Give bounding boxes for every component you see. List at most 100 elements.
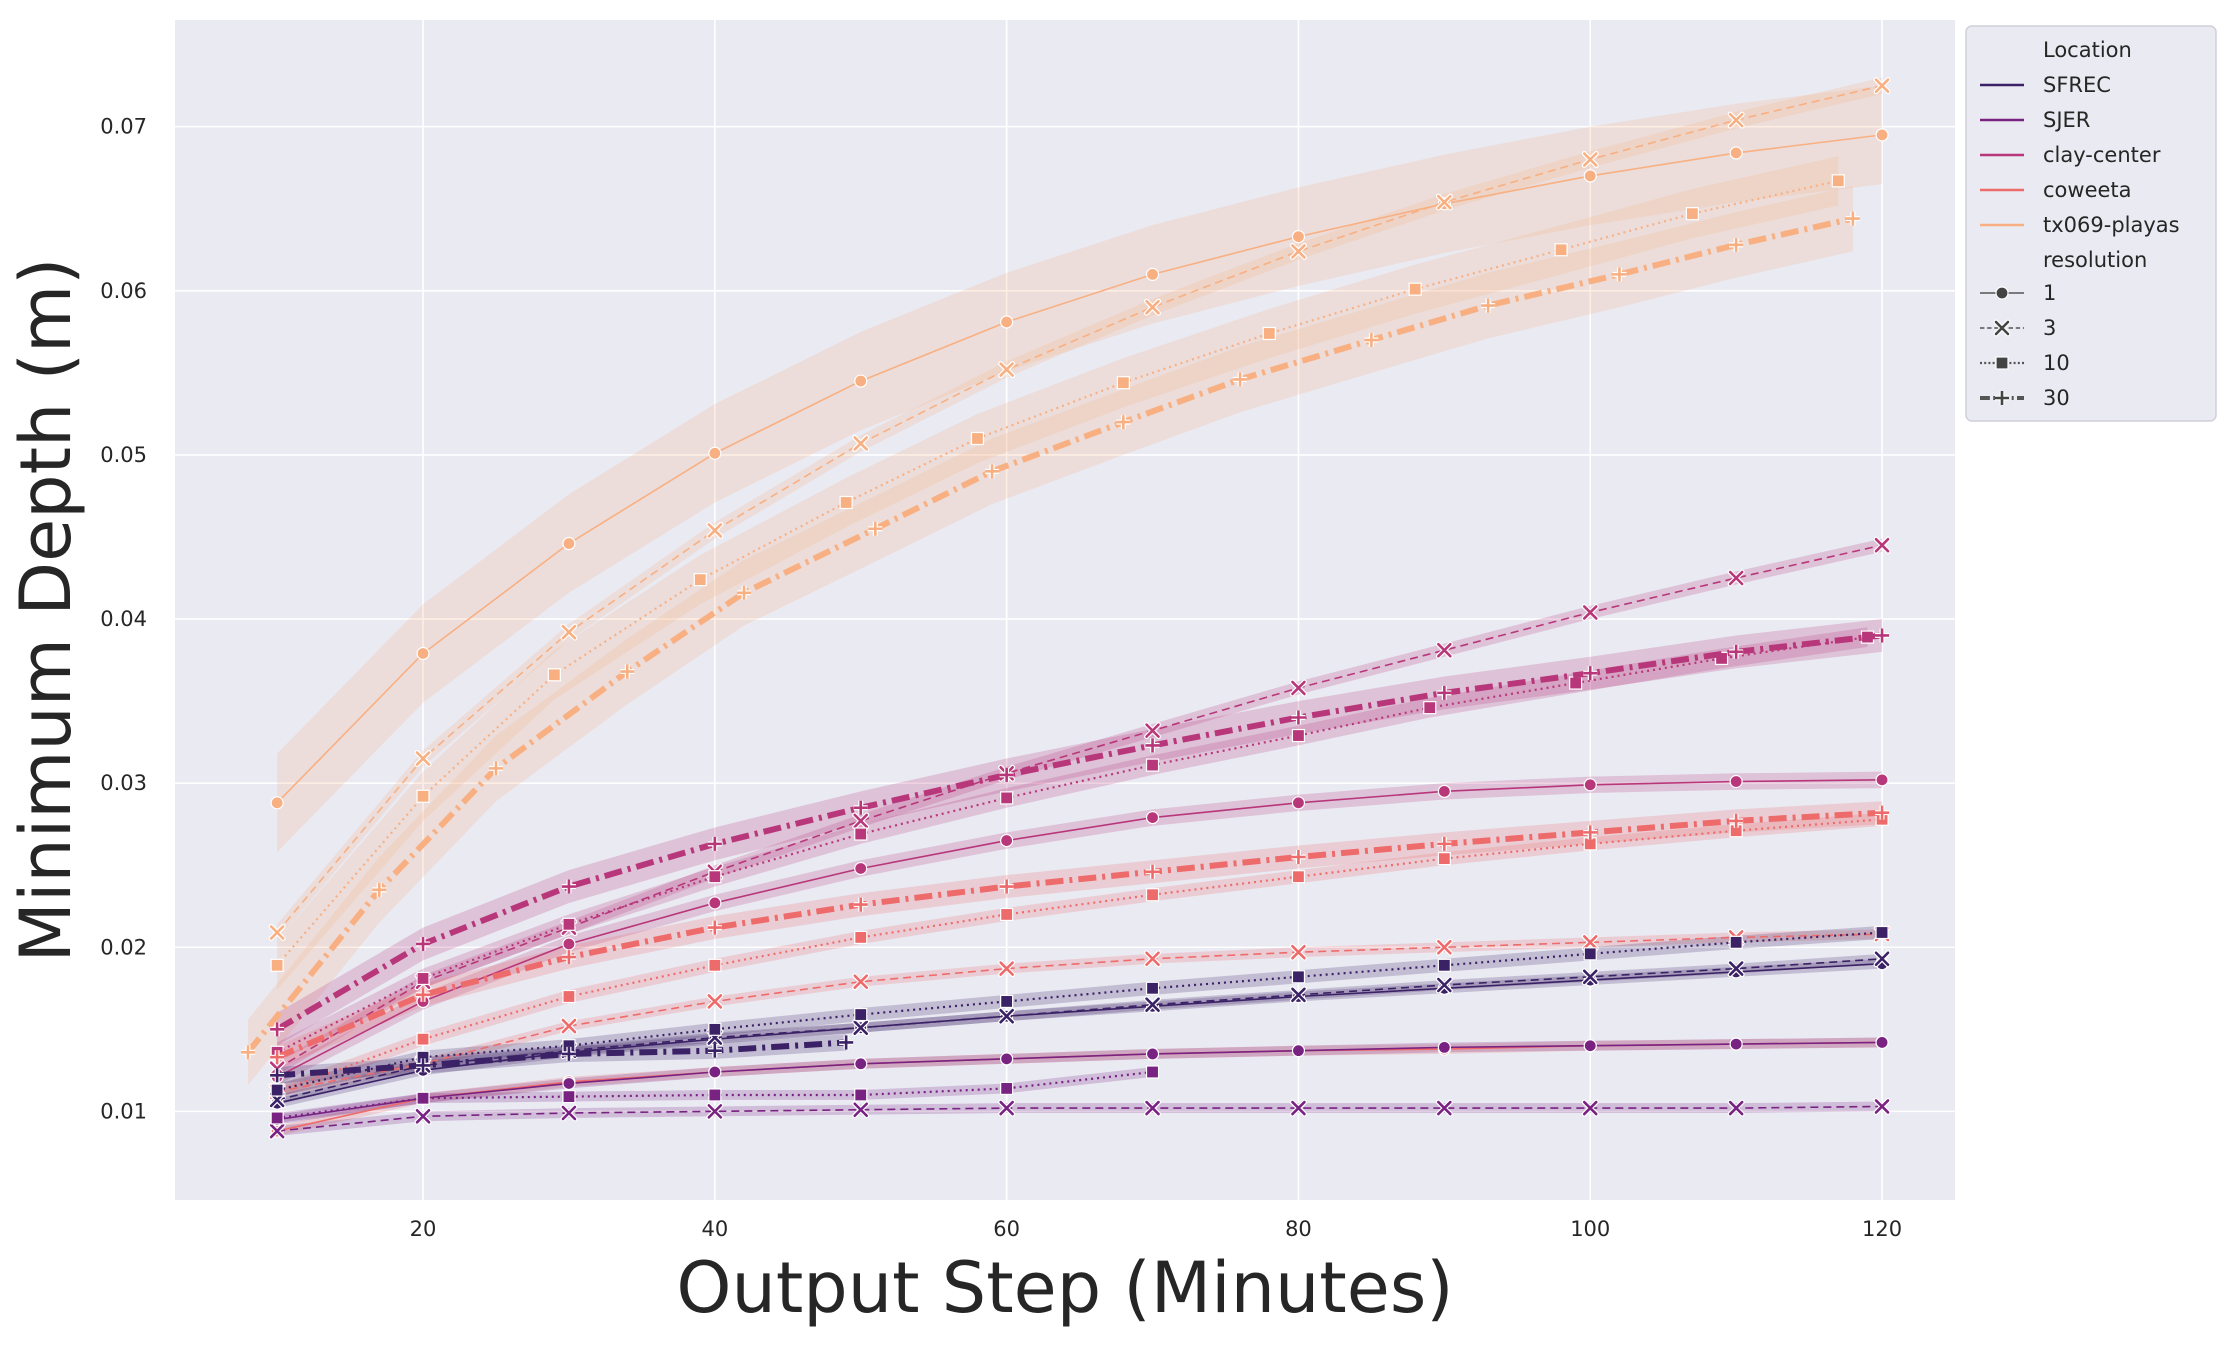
line-tx069-playas-res-3 (276, 84, 1883, 934)
legend-marker (1995, 286, 2009, 300)
x-tick-label: 60 (993, 1217, 1020, 1241)
y-axis-title: Minimum Depth (m) (5, 258, 87, 963)
point-coweeta-res-30 (853, 897, 868, 912)
point-clay-center-res-3 (852, 812, 870, 830)
legend-item-location: tx069-playas (1980, 213, 2180, 237)
point-tx069-playas-res-1 (562, 536, 576, 551)
legend-marker (1995, 391, 2009, 405)
point-clay-center-res-3 (1581, 603, 1599, 621)
point-coweeta-res-10 (1291, 870, 1306, 884)
point-tx069-playas-res-30 (1116, 415, 1131, 430)
line-SFREC-res-10 (276, 931, 1883, 1092)
y-tick-label: 0.05 (100, 443, 147, 467)
point-tx069-playas-res-10 (1116, 376, 1130, 390)
point-SFREC-res-30 (839, 1035, 854, 1050)
point-tx069-playas-res-3 (1581, 150, 1599, 168)
point-tx069-playas-res-30 (1364, 333, 1379, 348)
band-SJER-res-3 (277, 1101, 1883, 1136)
point-tx069-playas-res-1 (416, 646, 430, 661)
point-SFREC-res-10 (1583, 947, 1597, 961)
point-clay-center-res-30 (853, 800, 868, 815)
point-coweeta-res-10 (1583, 837, 1597, 851)
point-tx069-playas-res-10 (416, 789, 430, 803)
y-tick-label: 0.03 (100, 771, 147, 795)
point-SJER-res-1 (1437, 1040, 1451, 1054)
point-clay-center-res-1 (1291, 796, 1306, 810)
point-SFREC-res-3 (1435, 976, 1453, 994)
point-coweeta-res-30 (1583, 825, 1598, 840)
point-tx069-playas-res-30 (1729, 237, 1744, 252)
line-clay-center-res-30 (275, 632, 1883, 1032)
point-tx069-playas-res-10 (839, 495, 853, 510)
point-SJER-res-3 (852, 1101, 870, 1119)
point-coweeta-res-3 (998, 960, 1016, 978)
point-SFREC-res-10 (1875, 925, 1889, 940)
legend-item-resolution: 10 (1980, 351, 2070, 375)
line-coweeta-res-30 (275, 809, 1883, 1060)
legend-location-label: SJER (2043, 108, 2090, 132)
band-coweeta-res-1 (277, 1037, 1883, 1136)
legend-location-label: coweeta (2043, 178, 2132, 202)
line-tx069-playas-res-30 (245, 215, 1854, 1055)
point-SJER-res-3 (998, 1099, 1016, 1117)
point-SFREC-res-10 (708, 1022, 722, 1036)
point-SJER-res-1 (708, 1065, 722, 1079)
point-coweeta-res-10 (1437, 852, 1451, 866)
legend-item-location: clay-center (1980, 143, 2161, 167)
point-tx069-playas-res-1 (1291, 230, 1306, 244)
legend-item-resolution: 1 (1980, 281, 2056, 305)
point-tx069-playas-res-10 (1262, 326, 1276, 341)
point-SJER-res-1 (1291, 1044, 1306, 1058)
series-tx069-playas-res-1 (270, 128, 1889, 810)
confidence-bands (247, 77, 1883, 1136)
point-SFREC-res-3 (1727, 960, 1745, 978)
y-tick-label: 0.02 (100, 935, 147, 959)
x-tick-label: 120 (1862, 1217, 1902, 1241)
line-coweeta-res-3 (276, 933, 1883, 1093)
point-SJER-res-3 (1727, 1099, 1745, 1117)
point-SJER-res-1 (562, 1076, 576, 1091)
legend-item-location: SJER (1980, 108, 2090, 132)
band-SFREC-res-10 (277, 925, 1883, 1097)
point-tx069-playas-res-30 (372, 882, 387, 897)
point-tx069-playas-res-30 (488, 761, 503, 776)
point-coweeta-res-30 (999, 879, 1014, 894)
series-lines (240, 77, 1891, 1140)
series-tx069-playas-res-30 (240, 211, 1860, 1060)
band-coweeta-res-30 (277, 801, 1883, 1069)
line-tx069-playas-res-1 (276, 134, 1883, 804)
x-tick-label: 80 (1285, 1217, 1312, 1241)
point-tx069-playas-res-1 (1000, 315, 1014, 329)
point-tx069-playas-res-3 (998, 361, 1016, 379)
y-tick-label: 0.04 (100, 607, 147, 631)
point-tx069-playas-res-30 (1233, 372, 1248, 387)
point-SFREC-res-10 (854, 1007, 868, 1022)
point-tx069-playas-res-3 (706, 521, 724, 539)
point-tx069-playas-res-1 (1729, 146, 1743, 160)
point-tx069-playas-res-1 (1875, 128, 1889, 142)
point-tx069-playas-res-3 (560, 623, 578, 641)
grid-lines (175, 20, 1955, 1200)
legend-location-label: SFREC (2043, 73, 2111, 97)
point-clay-center-res-3 (1873, 536, 1891, 554)
point-tx069-playas-res-1 (270, 796, 284, 810)
point-tx069-playas-res-10 (1685, 207, 1699, 221)
point-tx069-playas-res-1 (1583, 169, 1597, 183)
point-tx069-playas-res-3 (414, 750, 432, 768)
point-SJER-res-10 (708, 1088, 722, 1102)
point-SJER-res-3 (1435, 1099, 1453, 1117)
point-clay-center-res-1 (1000, 833, 1014, 848)
point-SJER-res-1 (1583, 1039, 1597, 1053)
point-coweeta-res-10 (708, 958, 722, 972)
point-clay-center-res-10 (854, 827, 868, 841)
point-coweeta-res-10 (562, 989, 576, 1004)
plot-background (175, 20, 1955, 1200)
point-tx069-playas-res-30 (620, 664, 635, 679)
point-coweeta-res-3 (560, 1017, 578, 1035)
point-SFREC-res-10 (270, 1083, 284, 1097)
point-SFREC-res-3 (1581, 968, 1599, 986)
point-SJER-res-1 (854, 1057, 868, 1071)
line-clay-center-res-1 (276, 779, 1883, 1078)
point-SFREC-res-10 (1000, 994, 1014, 1009)
point-SFREC-res-3 (998, 1007, 1016, 1025)
